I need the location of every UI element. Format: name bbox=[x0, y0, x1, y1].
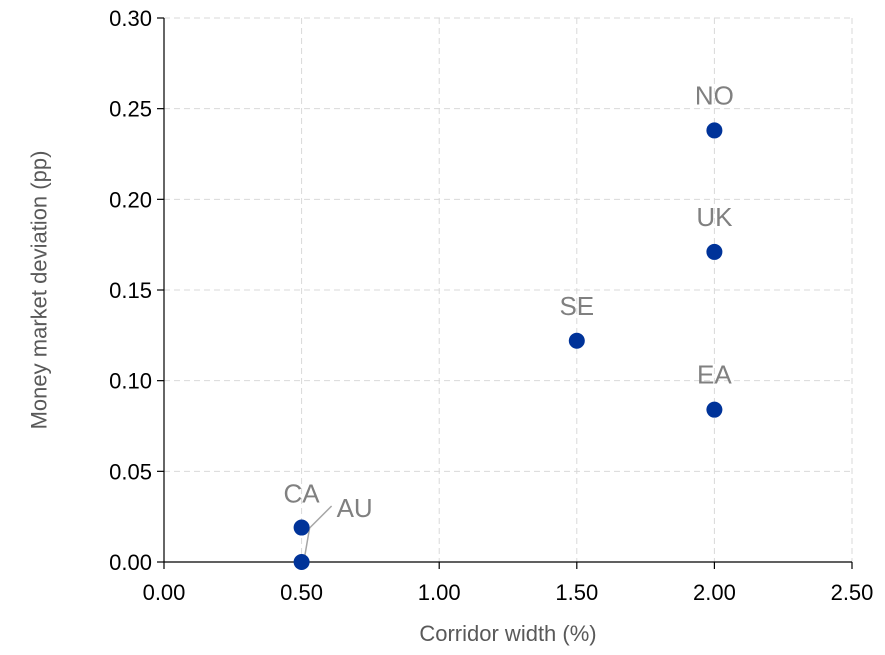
point-label-se: SE bbox=[559, 291, 594, 321]
x-tick-label: 1.50 bbox=[555, 580, 598, 605]
y-axis-title: Money market deviation (pp) bbox=[27, 151, 52, 430]
x-tick-label: 2.50 bbox=[831, 580, 874, 605]
point-label-ea: EA bbox=[697, 360, 732, 390]
point-no bbox=[706, 122, 723, 139]
point-label-no: NO bbox=[695, 80, 734, 110]
point-se bbox=[568, 332, 585, 349]
leader-line-au bbox=[303, 505, 333, 558]
x-axis-title: Corridor width (%) bbox=[419, 621, 596, 646]
point-ca bbox=[293, 519, 310, 536]
y-tick-label: 0.25 bbox=[109, 97, 152, 122]
point-label-ca: CA bbox=[284, 479, 321, 509]
x-tick-label: 1.00 bbox=[418, 580, 461, 605]
data-points bbox=[293, 122, 723, 570]
point-uk bbox=[706, 243, 723, 260]
y-tick-label: 0.10 bbox=[109, 369, 152, 394]
point-ea bbox=[706, 401, 723, 418]
y-tick-label: 0.00 bbox=[109, 550, 152, 575]
point-labels: NO UK SE EA CA AU bbox=[284, 80, 734, 523]
y-tick-label: 0.30 bbox=[109, 6, 152, 31]
x-tick-labels: 0.00 0.50 1.00 1.50 2.00 2.50 bbox=[143, 580, 874, 605]
y-tick-label: 0.05 bbox=[109, 459, 152, 484]
grid bbox=[164, 17, 853, 562]
leader-lines bbox=[303, 505, 333, 558]
axes bbox=[157, 17, 853, 569]
x-tick-label: 0.00 bbox=[143, 580, 186, 605]
x-tick-label: 2.00 bbox=[693, 580, 736, 605]
y-tick-label: 0.15 bbox=[109, 278, 152, 303]
point-au bbox=[293, 554, 310, 570]
point-label-uk: UK bbox=[696, 202, 733, 232]
y-tick-label: 0.20 bbox=[109, 187, 152, 212]
point-label-au: AU bbox=[337, 493, 373, 523]
x-tick-label: 0.50 bbox=[280, 580, 323, 605]
y-tick-labels: 0.00 0.05 0.10 0.15 0.20 0.25 0.30 bbox=[109, 6, 152, 575]
